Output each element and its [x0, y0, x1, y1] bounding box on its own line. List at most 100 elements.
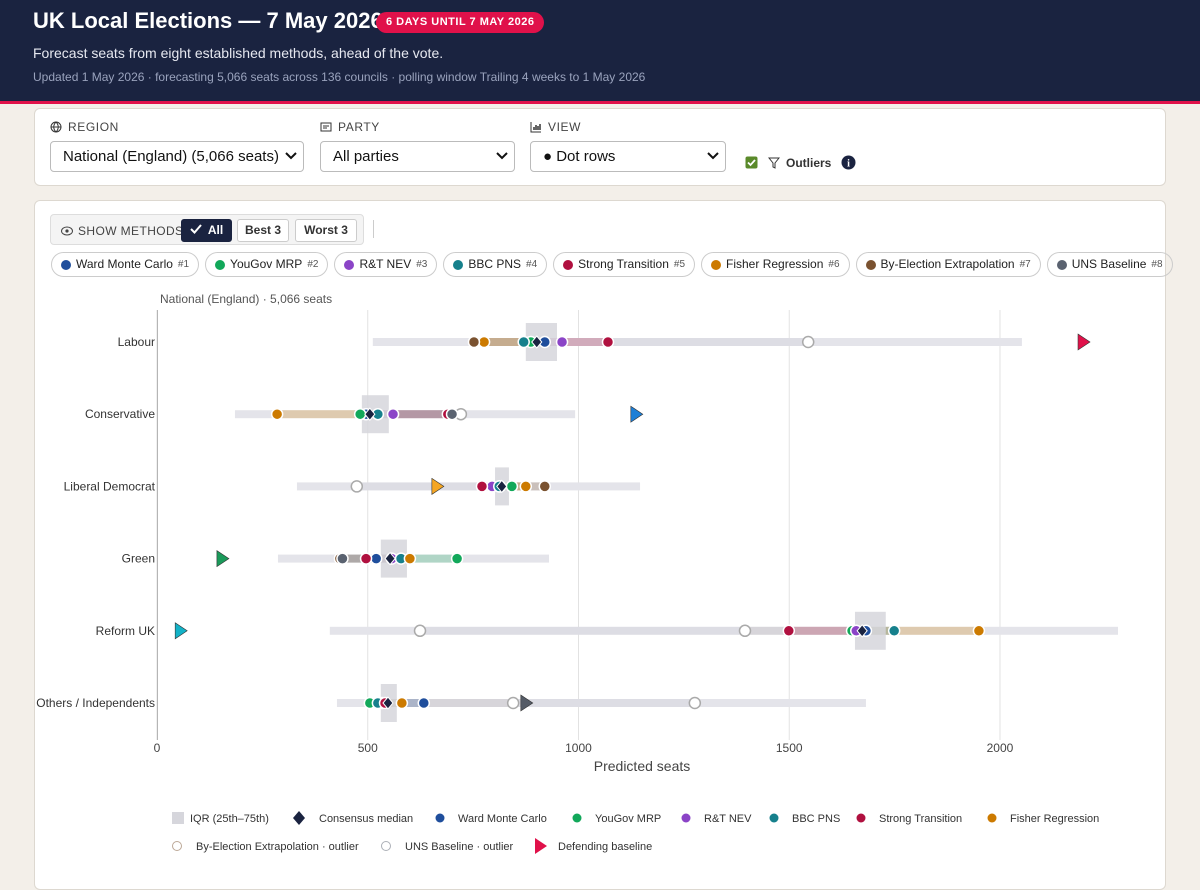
row-label: Reform UK [96, 624, 155, 638]
method-chip[interactable]: YouGov MRP #2 [205, 252, 329, 277]
method-band [356, 482, 502, 491]
outlier-dot [413, 624, 427, 638]
method-chip[interactable]: Ward Monte Carlo #1 [51, 252, 200, 277]
method-dot [417, 696, 431, 710]
row-label: Conservative [85, 407, 155, 421]
range-bar [329, 626, 1118, 635]
label-text: VIEW [548, 120, 582, 134]
legend-label: Ward Monte Carlo [458, 813, 547, 825]
method-dot [445, 407, 459, 421]
method-chip[interactable]: Fisher Regression #6 [701, 252, 850, 277]
median-diamond [856, 624, 868, 638]
legend-outlier-swatch [172, 841, 182, 851]
method-dot [403, 552, 417, 565]
toggle-label: SHOW METHODS [61, 224, 183, 238]
button-text: All [207, 223, 224, 237]
legend-label: Strong Transition [879, 813, 962, 825]
legend-swatch [572, 813, 582, 823]
chart: National (England) · 5,066 seats Predict… [36, 292, 1118, 854]
method-chip[interactable]: BBC PNS #4 [443, 252, 548, 277]
chip-name: By-Election Extrapolation [880, 257, 1015, 271]
label-text: PARTY [338, 120, 380, 134]
chart-card [34, 200, 1166, 890]
method-dot [538, 480, 552, 493]
baseline-marker [431, 477, 445, 495]
method-chip[interactable]: By-Election Extrapolation #7 [855, 252, 1041, 277]
method-dot [336, 552, 349, 565]
method-dot [386, 407, 400, 421]
chip-name: Fisher Regression [726, 257, 824, 271]
checkbox[interactable] [745, 156, 758, 169]
method-filter-button[interactable]: Worst 3 [295, 219, 357, 242]
outlier-dot [738, 624, 752, 638]
chip-dot [61, 259, 71, 270]
legend-label: YouGov MRP [595, 813, 661, 825]
button-text: Worst 3 [304, 223, 348, 237]
legend-swatch [769, 813, 779, 823]
outlier-dot [801, 335, 815, 349]
method-band [387, 699, 514, 707]
plot: 0 500 1000 1500 2000 Labour Conservative Libera… [36, 310, 1118, 854]
range-bar [372, 338, 1022, 346]
chip-rank: #1 [177, 259, 190, 270]
region-select[interactable]: National (England) (5,066 seats) [50, 141, 304, 172]
divider [373, 220, 374, 238]
range-bar [234, 410, 576, 419]
label-text: SHOW METHODS [78, 224, 184, 238]
header: UK Local Elections — 7 May 2026 6 DAYS U… [0, 0, 1200, 104]
method-band [277, 410, 370, 419]
baseline-marker [630, 405, 644, 423]
method-dot [477, 335, 491, 349]
method-band [369, 410, 461, 419]
countdown-badge: 6 DAYS UNTIL 7 MAY 2026 [376, 12, 545, 33]
legend-swatch [435, 813, 445, 823]
chip-dot [344, 259, 355, 270]
chip-name: UNS Baseline [1071, 257, 1147, 271]
method-dot [369, 552, 383, 565]
range-bar [336, 699, 866, 707]
method-band [387, 699, 695, 707]
method-dot [395, 696, 409, 710]
chip-rank: #8 [1151, 259, 1163, 270]
method-dot [887, 624, 901, 638]
legend-label: By-Election Extrapolation · outlier [196, 841, 359, 853]
outliers-label: Outliers [786, 155, 832, 170]
row-label: Green [122, 552, 155, 566]
method-band [369, 410, 448, 419]
legend-label: BBC PNS [792, 813, 840, 825]
party-select[interactable]: All parties [320, 141, 515, 172]
chip-dot [563, 259, 574, 270]
legend-swatch [681, 813, 691, 823]
chip-rank: #4 [526, 259, 538, 270]
select-value: ● Dot rows [543, 148, 616, 165]
median-diamond [382, 696, 394, 710]
legend-label: R&T NEV [704, 813, 752, 825]
method-band [536, 338, 608, 346]
method-chip[interactable]: Strong Transition #5 [553, 252, 696, 277]
median-diamond [364, 407, 376, 421]
median-diamond [384, 551, 396, 566]
x-tick-label: 1000 [565, 741, 592, 755]
method-filter-button[interactable]: All [181, 219, 232, 242]
chip-dot [1056, 259, 1067, 270]
updated-line: Updated 1 May 2026 · forecasting 5,066 s… [33, 70, 646, 84]
method-dot [555, 335, 569, 349]
chip-dot [215, 259, 226, 270]
chip-dot [865, 259, 876, 270]
method-band [369, 410, 453, 419]
baseline-marker [174, 622, 188, 640]
select-value: All parties [333, 148, 399, 165]
legend-swatch [987, 813, 997, 823]
region-label: REGION [50, 120, 119, 134]
method-chip[interactable]: R&T NEV #3 [334, 252, 438, 277]
outliers-toggle[interactable]: Outliers i [745, 155, 856, 170]
baseline-marker [216, 550, 230, 568]
chip-rank: #2 [307, 259, 319, 270]
baseline-marker [1077, 333, 1091, 351]
legend-swatch [856, 813, 866, 823]
method-band [390, 554, 458, 563]
method-chip[interactable]: UNS Baseline #8 [1046, 252, 1173, 277]
method-filter-button[interactable]: Best 3 [237, 219, 289, 242]
view-select[interactable]: ● Dot rows [530, 141, 726, 172]
chip-name: YouGov MRP [230, 257, 303, 271]
